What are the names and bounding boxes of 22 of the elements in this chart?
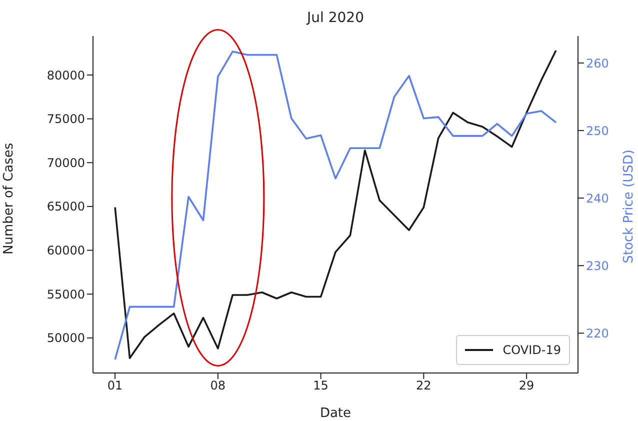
y2-tick-label: 230: [586, 258, 609, 273]
x-tick-label: 15: [313, 378, 328, 393]
legend-label: COVID-19: [502, 343, 561, 357]
x-tick-label: 29: [518, 378, 534, 393]
y-tick-label: 65000: [46, 200, 85, 214]
x-tick-label: 01: [107, 378, 123, 393]
x-tick-label: 22: [416, 378, 432, 393]
y-tick-label: 60000: [46, 244, 85, 258]
y2-tick-label: 260: [586, 56, 609, 70]
y2-tick-label: 250: [586, 124, 609, 138]
y2-axis-title: Stock Price (USD): [622, 150, 637, 264]
y-tick-label: 80000: [46, 68, 85, 82]
y-tick-label: 70000: [46, 156, 85, 170]
y2-tick-label: 240: [586, 191, 609, 206]
y-tick-label: 55000: [46, 287, 85, 302]
x-axis-title: Date: [320, 406, 352, 421]
y-axis-title: Number of Cases: [2, 142, 17, 254]
x-tick-label: 08: [210, 378, 226, 393]
chart-title: Jul 2020: [305, 10, 365, 26]
y2-tick-label: 220: [586, 326, 609, 340]
y-tick-label: 50000: [46, 331, 85, 346]
y-tick-label: 75000: [46, 112, 85, 126]
